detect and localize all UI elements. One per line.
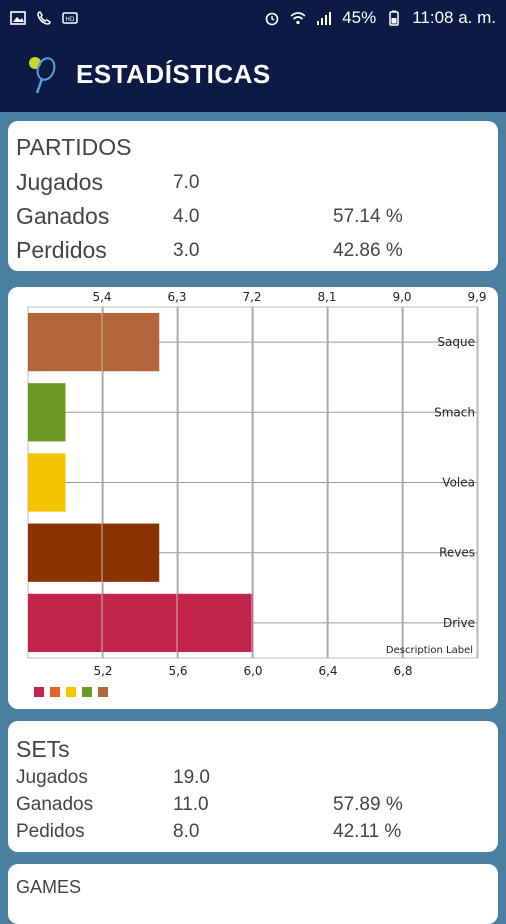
hd-icon: HD [62, 12, 78, 24]
missed-call-icon [37, 11, 51, 25]
image-icon [10, 11, 26, 25]
games-title: GAMES [16, 877, 82, 897]
description-label: Description Label [386, 645, 473, 656]
svg-text:HD: HD [65, 16, 75, 23]
row-label: Ganados [16, 794, 94, 815]
row-percent: 42.86 % [333, 240, 403, 261]
partidos-card: PARTIDOS Jugados 7.0 Ganados 4.0 57.14 %… [8, 121, 498, 271]
chart-card: Saque Smach Volea Reves Drive 5,4 6,3 7,2 8,1 9,0… [8, 287, 498, 709]
sets-title: SETs [16, 736, 70, 762]
wifi-icon [290, 12, 306, 25]
category-label-reves: Reves [439, 546, 475, 560]
partidos-title: PARTIDOS [16, 134, 132, 160]
legend-swatch [34, 687, 44, 697]
row-value: 11.0 [173, 794, 209, 815]
row-percent: 57.14 % [333, 206, 403, 227]
top-tick-label: 5,4 [92, 290, 111, 304]
row-value: 8.0 [173, 821, 200, 842]
page-title: ESTADÍSTICAS [76, 58, 271, 89]
status-bar: HD 45% 11:08 a. m. [0, 0, 506, 36]
bottom-tick-label: 6,0 [243, 664, 262, 678]
top-tick-label: 8,1 [317, 290, 336, 304]
alarm-icon [265, 12, 279, 26]
sets-row-pedidos: Pedidos 8.0 42.11 % [8, 821, 498, 845]
row-label: Jugados [16, 767, 88, 788]
row-percent: 42.11 % [333, 821, 402, 842]
partidos-row-perdidos: Perdidos 3.0 42.86 % [8, 237, 498, 267]
tennis-racket-icon [29, 57, 56, 94]
legend-swatch [98, 687, 108, 697]
bottom-tick-label: 5,6 [168, 664, 187, 678]
top-tick-label: 9,9 [467, 290, 486, 304]
legend-swatch [50, 687, 60, 697]
row-value: 4.0 [173, 206, 200, 227]
bar-drive [28, 593, 253, 653]
bottom-tick-label: 6,4 [318, 664, 337, 678]
category-label-volea: Volea [442, 476, 475, 490]
battery-percent: 45% [342, 8, 377, 27]
bar-volea [28, 453, 66, 512]
row-value: 3.0 [173, 240, 200, 261]
category-label-saque: Saque [437, 335, 475, 349]
bottom-tick-label: 5,2 [93, 664, 112, 678]
bottom-tick-label: 6,8 [393, 664, 412, 678]
signal-icon [317, 12, 332, 25]
row-percent: 57.89 % [333, 794, 403, 815]
row-label: Ganados [16, 203, 110, 229]
category-label-drive: Drive [443, 616, 475, 630]
row-label: Perdidos [16, 237, 107, 263]
sets-card: SETs Jugados 19.0 Ganados 11.0 57.89 % P… [8, 721, 498, 852]
sets-row-jugados: Jugados 19.0 [8, 767, 498, 791]
bar-saque [28, 312, 160, 372]
legend-swatch [66, 687, 76, 697]
bar-reves [28, 523, 160, 582]
row-value: 19.0 [173, 767, 210, 788]
top-tick-label: 9,0 [392, 290, 411, 304]
bar-smach [28, 383, 66, 442]
top-tick-label: 7,2 [242, 290, 261, 304]
app-bar: ESTADÍSTICAS [0, 36, 506, 112]
battery-icon [389, 10, 399, 26]
row-label: Pedidos [16, 821, 85, 842]
partidos-row-ganados: Ganados 4.0 57.14 % [8, 203, 498, 233]
status-right-icons: 45% 11:08 a. m. [264, 8, 496, 28]
games-card: GAMES [8, 864, 498, 924]
row-value: 7.0 [173, 172, 200, 193]
clock: 11:08 a. m. [412, 8, 496, 27]
sets-row-ganados: Ganados 11.0 57.89 % [8, 794, 498, 818]
status-left-icons: HD [10, 10, 78, 26]
top-tick-label: 6,3 [167, 290, 186, 304]
legend-swatch [82, 687, 92, 697]
category-label-smach: Smach [434, 405, 475, 419]
partidos-row-jugados: Jugados 7.0 [8, 169, 498, 199]
row-label: Jugados [16, 169, 103, 195]
strokes-bar-chart[interactable]: Saque Smach Volea Reves Drive 5,4 6,3 7,2 8,1 9,0… [8, 287, 498, 709]
